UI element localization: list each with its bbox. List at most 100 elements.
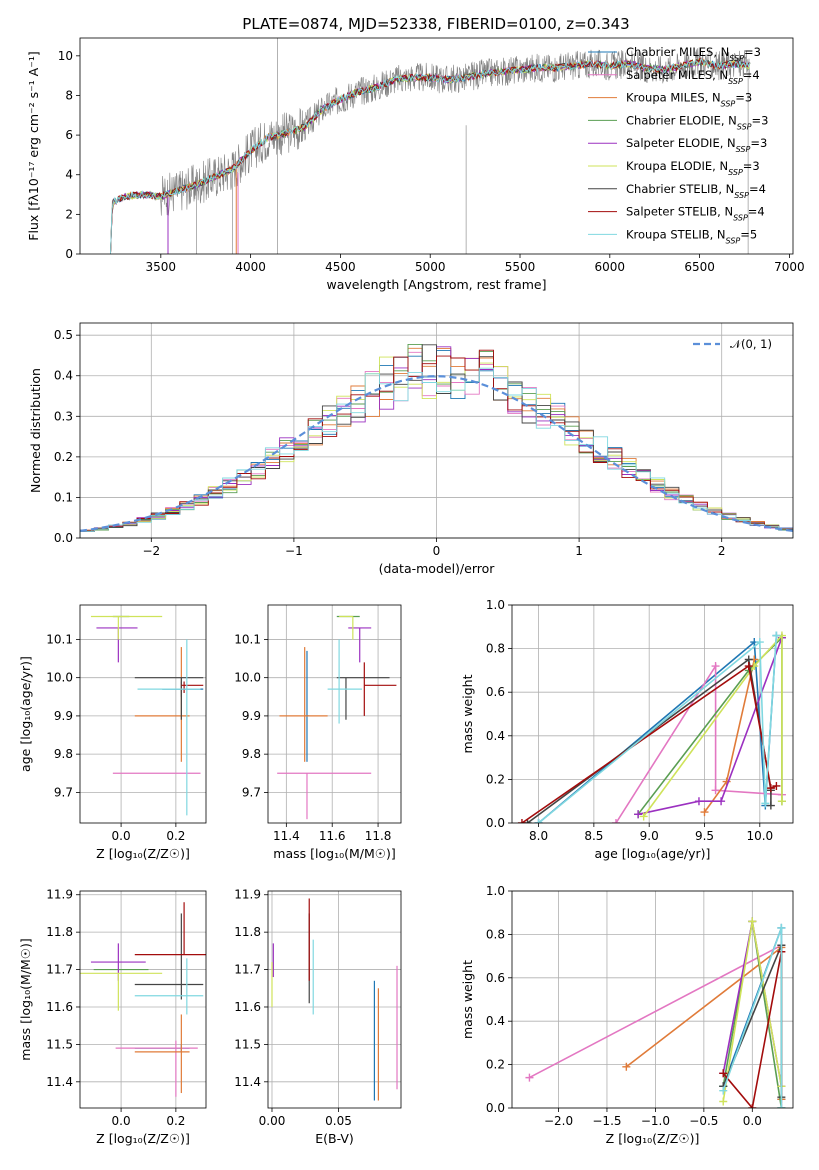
- legend-model-name: Kroupa STELIB, N: [626, 227, 726, 241]
- y-tick-label: 0.8: [486, 642, 505, 656]
- x-tick-label: 2: [718, 544, 726, 558]
- y-tick-label: 11.5: [46, 1037, 73, 1051]
- mass-weight-line: [722, 951, 783, 1108]
- x-tick-label: 3500: [146, 260, 177, 274]
- mass-weight-marker: [777, 797, 786, 806]
- x-tick-label: −2.0: [544, 1114, 573, 1128]
- mass-weight-marker: [772, 781, 781, 790]
- error-bar-point: [134, 913, 204, 1000]
- legend-entry: Salpeter STELIB, NSSP=4: [626, 205, 765, 223]
- mass-weight-marker: [748, 917, 757, 926]
- error-bar-point: [363, 662, 397, 716]
- x-tick-label: 0: [433, 544, 441, 558]
- legend-entry: Chabrier ELODIE, NSSP=3: [626, 113, 768, 130]
- plot-area: [80, 343, 793, 538]
- mass-weight-marker: [766, 801, 775, 810]
- axes-frame: [267, 604, 402, 824]
- mass-weight-marker: [755, 638, 764, 647]
- y-tick-label: 0.6: [486, 685, 505, 699]
- legend-ssp-subscript: SSP: [728, 168, 743, 177]
- mass-weight-marker: [634, 810, 643, 819]
- panel-mass_vs_ebv: 0.00 0.05 11.4 11.5 11.6 11.7 11.8 11.9 E(B-V): [234, 888, 402, 1146]
- y-tick-label: 0.0: [486, 816, 505, 830]
- error-bar-point: [327, 639, 363, 724]
- error-bar-point: [137, 639, 201, 816]
- y-tick-label: 1.0: [486, 884, 505, 898]
- error-bar-point: [90, 615, 163, 640]
- panel-age_vs_mass: 11.4 11.6 11.8 9.7 9.8 9.9 10.0 10.1 mass [log₁₀…: [234, 604, 402, 861]
- x-tick-label: 4500: [325, 260, 356, 274]
- y-tick-label: 4: [65, 168, 73, 182]
- y-axis-label: Flux [fλ10⁻¹⁷ erg cm⁻² s⁻¹ A⁻¹]: [26, 51, 41, 240]
- mass-weight-marker: [611, 819, 620, 823]
- legend-model-name: Chabrier MILES, N: [626, 45, 729, 59]
- observed-spectrum: [110, 38, 751, 254]
- mass-weight-line: [637, 637, 783, 816]
- model-spectrum: [110, 58, 751, 254]
- y-tick-label: 9.9: [242, 709, 261, 723]
- plot-area: [110, 38, 751, 254]
- legend-ssp-count: =3: [743, 159, 760, 173]
- x-tick-label: 11.6: [319, 829, 346, 843]
- error-bar-point: [134, 902, 206, 956]
- x-tick-label: 11.4: [273, 829, 300, 843]
- plot-area: [90, 615, 204, 816]
- y-tick-label: 0.2: [486, 772, 505, 786]
- mass-weight-marker: [744, 662, 753, 671]
- y-tick-label: 11.9: [46, 888, 73, 902]
- x-tick-label: −2: [142, 544, 160, 558]
- x-tick-label: 0.00: [259, 1114, 286, 1128]
- legend-ssp-count: =4: [749, 182, 766, 196]
- x-tick-label: 0.0: [743, 1114, 762, 1128]
- plot-area: [525, 917, 786, 1108]
- y-tick-label: 9.8: [54, 747, 73, 761]
- mass-weight-marker: [777, 1104, 786, 1108]
- error-bar-point: [339, 615, 354, 640]
- y-axis-label: Normed distribution: [28, 368, 43, 493]
- mass-weight-marker: [719, 1086, 728, 1095]
- legend-model-name: Salpeter MILES, N: [626, 68, 728, 82]
- y-tick-label: 6: [65, 128, 73, 142]
- legend-model-name: Chabrier STELIB, N: [626, 182, 734, 196]
- plot-area: [277, 615, 397, 820]
- legend-ssp-subscript: SSP: [736, 145, 751, 154]
- y-tick-label: 0.0: [54, 531, 73, 545]
- error-bar-point: [181, 681, 204, 693]
- panel-residuals: −2 −1 0 1 2 0.0 0.1 0.2 0.3 0.4 0.5 (data-model)/er…: [28, 322, 794, 576]
- x-axis-label: E(B-V): [315, 1131, 354, 1146]
- error-bar-point: [277, 772, 372, 820]
- axes-frame: [511, 604, 794, 824]
- legend-ssp-count: =3: [752, 113, 769, 127]
- residual-histogram: [80, 367, 793, 538]
- x-tick-label: 4000: [235, 260, 266, 274]
- legend-model-name: Kroupa MILES, N: [626, 91, 721, 105]
- mass-weight-marker: [777, 923, 786, 932]
- y-axis-label: mass weight: [460, 960, 475, 1039]
- legend-ssp-count: =3: [735, 91, 752, 105]
- mass-weight-marker: [534, 819, 543, 823]
- x-tick-label: 6500: [684, 260, 715, 274]
- error-bar-point: [134, 677, 204, 720]
- x-tick-label: 9.0: [640, 829, 659, 843]
- mass-weight-marker: [761, 799, 770, 808]
- legend-model-name: Chabrier ELODIE, N: [626, 113, 737, 127]
- x-tick-label: −0.5: [689, 1114, 718, 1128]
- mass-weight-marker: [711, 662, 720, 671]
- y-tick-label: 9.7: [54, 785, 73, 799]
- mass-weight-marker: [748, 1104, 757, 1108]
- legend-ssp-count: =3: [744, 45, 761, 59]
- y-axis-label: mass [log₁₀(M/M☉)]: [18, 938, 33, 1060]
- y-tick-label: 0.0: [486, 1101, 505, 1115]
- y-tick-label: 1.0: [486, 598, 505, 612]
- y-tick-label: 10.0: [234, 671, 261, 685]
- x-axis-label: Z [log₁₀(Z/Z☉)]: [96, 1131, 190, 1146]
- legend-ssp-subscript: SSP: [729, 54, 744, 63]
- y-tick-label: 8: [65, 88, 73, 102]
- x-tick-label: 5500: [505, 260, 536, 274]
- y-tick-label: 9.9: [54, 709, 73, 723]
- legend-ssp-count: =5: [740, 227, 757, 241]
- x-tick-label: 0.05: [325, 1114, 352, 1128]
- y-tick-label: 11.7: [46, 963, 73, 977]
- x-tick-label: −1.5: [592, 1114, 621, 1128]
